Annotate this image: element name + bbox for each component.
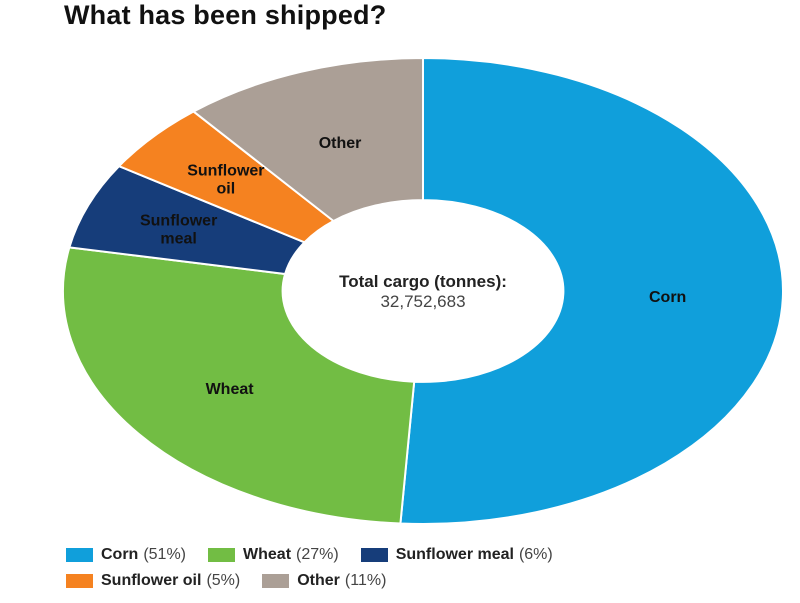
slice-label-other: Other (319, 135, 362, 152)
legend: Corn (51%) Wheat (27%) Sunflower meal (6… (66, 543, 786, 595)
legend-name-sunflower-oil: Sunflower oil (101, 572, 202, 589)
legend-pct-other: (11%) (344, 572, 387, 589)
legend-swatch-sunflower-meal (360, 548, 388, 562)
slice-label-corn: Corn (649, 289, 686, 306)
slice-wheat (62, 246, 416, 525)
legend-name-wheat: Wheat (243, 546, 292, 563)
legend-row-1: Corn (51%) Wheat (27%) Sunflower meal (6… (66, 543, 786, 567)
slice-label-wheat: Wheat (206, 381, 255, 398)
legend-name-other: Other (297, 572, 340, 589)
legend-name-corn: Corn (101, 546, 139, 563)
legend-name-sunflower-meal: Sunflower meal (395, 546, 514, 563)
legend-swatch-wheat (208, 548, 236, 562)
legend-swatch-sunflower-oil (66, 574, 93, 588)
legend-pct-wheat: (27%) (296, 546, 339, 563)
legend-item-corn: Corn (51%) (66, 546, 186, 564)
legend-item-other: Other (11%) (262, 572, 386, 590)
legend-pct-sunflower-meal: (6%) (518, 546, 553, 563)
legend-row-2: Sunflower oil (5%) Other (11%) (66, 569, 786, 593)
slice-label-sunflower-oil: Sunflower oil (187, 163, 264, 198)
legend-item-sunflower-meal: Sunflower meal (6%) (360, 546, 553, 564)
legend-item-wheat: Wheat (27%) (208, 546, 339, 564)
chart-title: What has been shipped? (64, 0, 387, 30)
slice-label-sunflower-meal: Sunflower meal (140, 212, 217, 247)
slice-labels: Corn Wheat Sunflower meal Sunflower oil Other (140, 135, 686, 398)
slice-other (191, 56, 424, 223)
center-value: 32,752,683 (380, 292, 465, 311)
legend-item-sunflower-oil: Sunflower oil (5%) (66, 572, 240, 590)
legend-pct-sunflower-oil: (5%) (206, 572, 241, 589)
legend-swatch-other (262, 574, 290, 588)
legend-pct-corn: (51%) (143, 546, 187, 563)
center-label: Total cargo (tonnes): (339, 272, 507, 291)
slice-corn (399, 56, 784, 525)
legend-swatch-corn (66, 548, 93, 562)
donut-slices (62, 56, 784, 525)
